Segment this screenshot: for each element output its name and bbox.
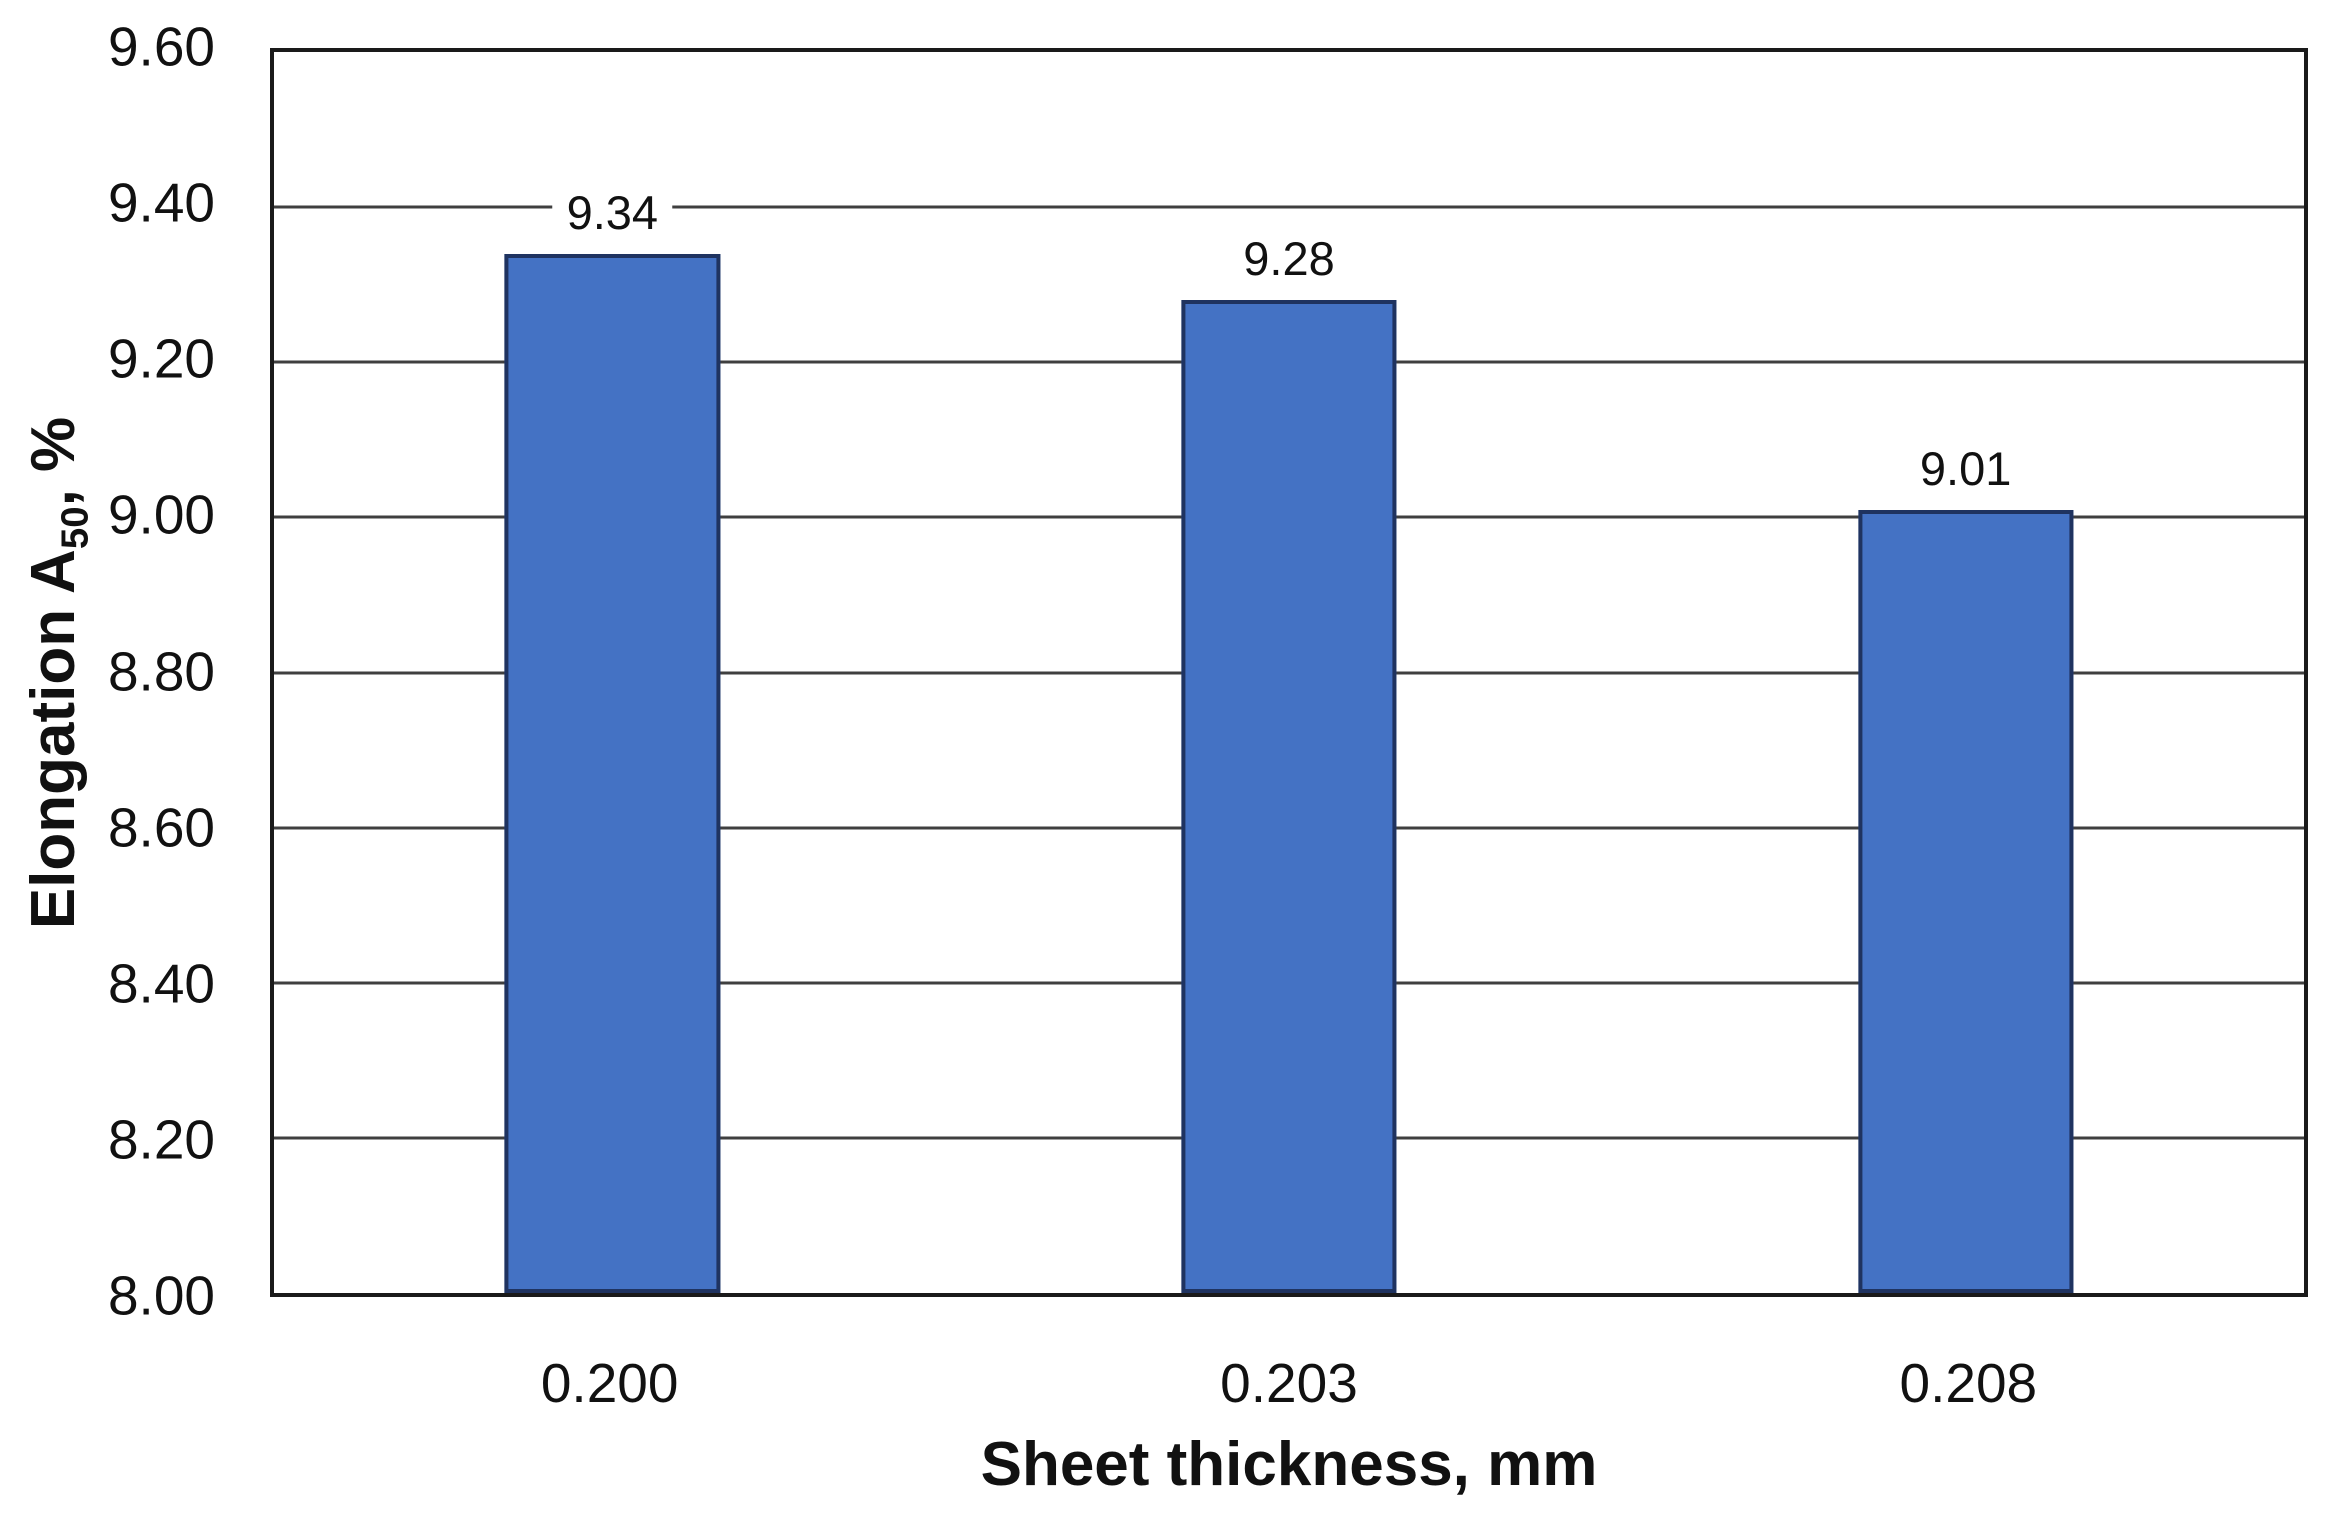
gridline xyxy=(274,205,2304,209)
x-axis-tick-labels: 0.200 0.203 0.208 xyxy=(270,1356,2308,1426)
plot-area: 9.34 9.28 9.01 xyxy=(270,48,2308,1297)
bar xyxy=(1181,300,1397,1293)
y-tick-label: 8.60 xyxy=(107,796,215,859)
bar xyxy=(504,253,720,1293)
y-tick-label: 8.00 xyxy=(107,1264,215,1327)
y-tick-label: 8.20 xyxy=(107,1108,215,1171)
x-tick-label: 0.208 xyxy=(1899,1352,2038,1414)
bar-value-label: 9.28 xyxy=(1229,232,1349,287)
y-tick-label: 9.20 xyxy=(107,327,215,390)
x-axis-title: Sheet thickness, mm xyxy=(980,1430,1598,1499)
bar xyxy=(1858,509,2074,1293)
y-tick-label: 8.40 xyxy=(107,952,215,1015)
bar-value-label: 9.01 xyxy=(1905,441,2026,496)
y-tick-label: 9.60 xyxy=(107,15,215,78)
y-tick-label: 9.40 xyxy=(107,171,215,234)
y-tick-label: 9.00 xyxy=(107,483,215,546)
bar-value-label: 9.34 xyxy=(552,185,673,240)
y-axis-tick-labels: 9.60 9.40 9.20 9.00 8.80 8.60 8.40 8.20 8.00 xyxy=(0,19,215,1323)
x-tick-label: 0.203 xyxy=(1220,1352,1358,1414)
x-tick-label: 0.200 xyxy=(540,1352,679,1414)
y-tick-label: 8.80 xyxy=(107,639,215,702)
